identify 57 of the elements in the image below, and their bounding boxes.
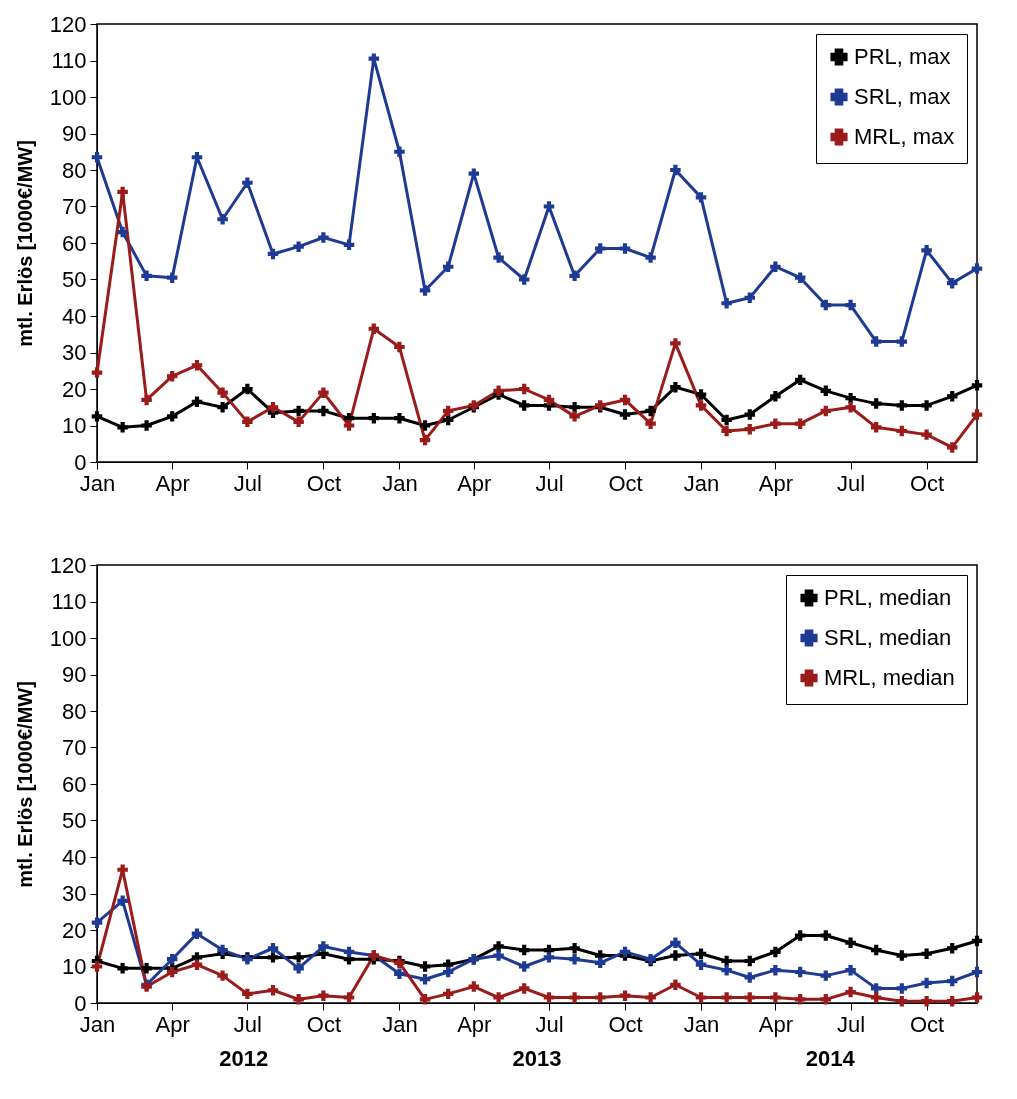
- y-tick-label: 90: [62, 662, 87, 687]
- y-tick-label: 10: [62, 413, 87, 438]
- legend-label: SRL, max: [854, 84, 951, 109]
- y-tick-label: 100: [49, 84, 87, 110]
- y-tick-label: 30: [62, 340, 87, 365]
- y-tick-label: 30: [62, 881, 87, 906]
- y-tick-label: 20: [62, 917, 87, 943]
- legend-label: MRL, median: [824, 665, 955, 690]
- x-tick-label: Oct: [909, 470, 945, 496]
- x-tick-label: Jan: [683, 1011, 720, 1037]
- y-tick-label: 60: [62, 230, 87, 256]
- x-tick-label: Apr: [155, 470, 190, 496]
- text: 2013: [512, 1046, 562, 1071]
- y-tick-label: 100: [49, 625, 87, 651]
- x-tick-label: Apr: [758, 1011, 794, 1037]
- y-tick-label: 10: [62, 954, 87, 979]
- y-tick-label: 20: [62, 376, 87, 402]
- y-tick-label: 80: [62, 698, 87, 724]
- text: 2014: [805, 1046, 856, 1071]
- x-tick-label: Jul: [535, 470, 564, 496]
- x-tick-label: Apr: [457, 470, 492, 496]
- x-tick-label: Oct: [306, 1011, 342, 1037]
- y-tick-label: 50: [62, 808, 87, 833]
- text: 2012: [219, 1046, 269, 1071]
- y-tick-label: 70: [62, 735, 87, 760]
- legend-label: MRL, max: [854, 124, 955, 149]
- legend-label: PRL, max: [854, 44, 951, 69]
- y-tick-label: 80: [62, 157, 87, 183]
- x-tick-label: Apr: [758, 470, 794, 496]
- x-tick-label: Apr: [457, 1011, 492, 1037]
- y-tick-label: 110: [51, 589, 87, 614]
- y-tick-label: 90: [62, 121, 87, 146]
- x-tick-label: Jan: [382, 470, 418, 496]
- y-axis-title: mtl. Erlös [1000€/MW]: [13, 681, 36, 888]
- y-tick-label: 40: [62, 844, 87, 870]
- y-axis-title: mtl. Erlös [1000€/MW]: [13, 140, 36, 347]
- x-tick-label: Jul: [837, 470, 866, 496]
- x-tick-label: Oct: [306, 470, 342, 496]
- x-tick-label: Jan: [382, 1011, 418, 1037]
- y-tick-label: 40: [62, 303, 87, 329]
- x-tick-label: Oct: [608, 1011, 643, 1037]
- y-tick-label: 120: [49, 552, 87, 578]
- x-tick-label: Jul: [837, 1011, 866, 1037]
- x-tick-label: Jul: [535, 1011, 564, 1037]
- x-tick-label: Jul: [233, 470, 262, 496]
- y-tick-label: 60: [62, 771, 87, 797]
- y-tick-label: 120: [49, 11, 87, 37]
- x-tick-label: Oct: [909, 1011, 945, 1037]
- legend-label: SRL, median: [824, 625, 952, 650]
- y-tick-label: 110: [51, 48, 87, 73]
- x-tick-label: Oct: [608, 470, 643, 496]
- legend-label: PRL, median: [824, 585, 952, 610]
- x-tick-label: Jul: [233, 1011, 262, 1037]
- x-tick-label: Jan: [683, 470, 720, 496]
- y-tick-label: 50: [62, 267, 87, 292]
- y-tick-label: 70: [62, 194, 87, 219]
- x-tick-label: Apr: [155, 1011, 190, 1037]
